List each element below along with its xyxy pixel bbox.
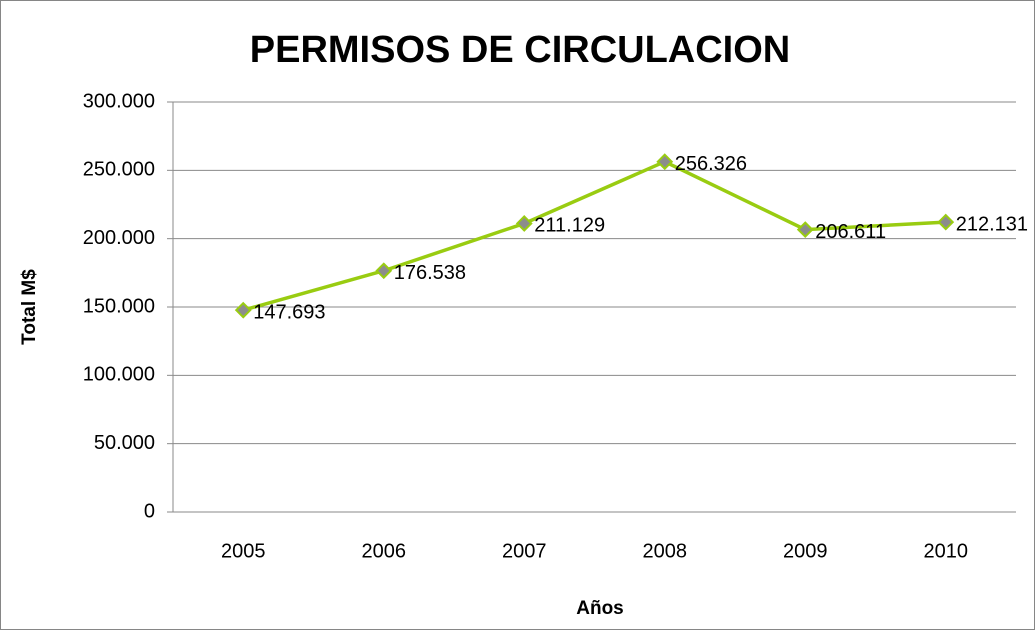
y-tick-label: 200.000 (83, 227, 155, 249)
y-tick-label: 150.000 (83, 295, 155, 317)
x-tick-label: 2007 (502, 540, 547, 562)
data-label: 176.538 (394, 262, 466, 284)
data-label: 206.611 (815, 221, 886, 243)
y-tick-label: 0 (144, 500, 155, 522)
data-marker (515, 215, 533, 232)
data-label: 256.326 (675, 153, 747, 175)
data-label: 147.693 (253, 301, 325, 323)
data-line (242, 159, 946, 312)
data-label: 211.129 (534, 215, 605, 237)
x-tick-label: 2008 (643, 540, 688, 562)
data-label: 212.131 (956, 213, 1028, 235)
y-tick-label: 300.000 (83, 90, 155, 112)
data-marker (375, 262, 393, 280)
data-marker (234, 301, 252, 319)
y-tick-label: 50.000 (94, 432, 155, 454)
data-marker (937, 213, 955, 231)
x-tick-label: 2005 (221, 540, 266, 562)
y-tick-label: 100.000 (83, 364, 155, 386)
chart-title: PERMISOS DE CIRCULACION (250, 29, 790, 71)
x-axis-label: Años (576, 598, 624, 619)
data-marker (796, 221, 814, 239)
x-tick-label: 2010 (924, 540, 969, 562)
y-axis-label: Total M$ (19, 269, 40, 345)
x-tick-label: 2006 (362, 540, 407, 562)
data-marker (656, 153, 674, 171)
x-tick-label: 2009 (783, 540, 828, 562)
y-tick-label: 250.000 (83, 159, 155, 181)
